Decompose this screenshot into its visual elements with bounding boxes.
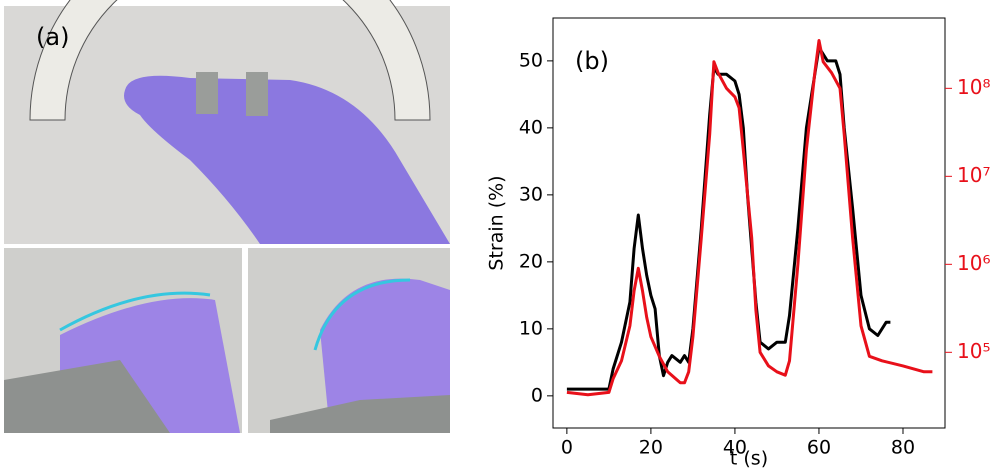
series-line [566, 39, 933, 397]
panel-label: (a) [36, 23, 69, 51]
tape [4, 360, 170, 433]
tape [246, 72, 268, 116]
tape [196, 72, 218, 114]
series-line [566, 46, 891, 391]
y-tick-label: 10 [519, 317, 543, 339]
y-axis-label: Strain (%) [486, 175, 508, 270]
sensor-trace [313, 278, 411, 351]
x-tick-label: 60 [807, 437, 831, 459]
x-tick-label: 20 [639, 437, 663, 459]
x-tick-label: 40 [723, 437, 747, 459]
y2-tick-label: 10⁷ [957, 163, 990, 187]
y2-tick-label: 10⁶ [957, 251, 990, 275]
y-tick-label: 20 [519, 250, 543, 272]
x-tick-label: 0 [561, 437, 573, 459]
tape [270, 395, 450, 433]
y2-tick-label: 10⁸ [957, 75, 990, 99]
y2-tick-label: 10⁵ [957, 339, 990, 363]
photo-panel: (a) [4, 0, 450, 433]
x-tick-label: 80 [891, 437, 915, 459]
panel-label: (b) [575, 47, 609, 75]
sensor-trace [59, 291, 211, 332]
glove [320, 278, 450, 433]
y-tick-label: 0 [531, 384, 543, 406]
y-tick-label: 50 [519, 49, 543, 71]
y-tick-label: 40 [519, 116, 543, 138]
plot-frame [552, 17, 946, 429]
protractor [29, 0, 431, 121]
x-axis-label: t (s) [730, 448, 768, 470]
glove [124, 75, 450, 244]
y-tick-label: 30 [519, 183, 543, 205]
